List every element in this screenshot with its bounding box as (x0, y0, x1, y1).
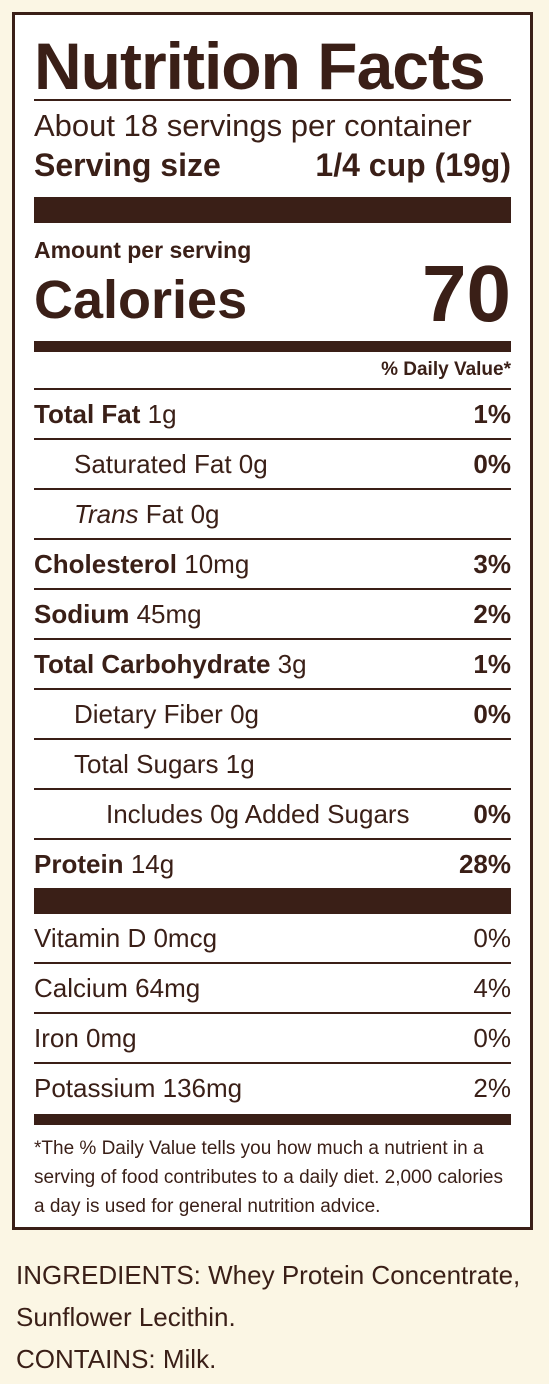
nutrient-name: Trans (74, 498, 139, 529)
serving-size-value: 1/4 cup (19g) (315, 147, 511, 183)
daily-value-header: % Daily Value* (381, 359, 511, 380)
vitamin-name: Vitamin D (34, 922, 147, 953)
vitamin-dv: 0% (473, 1022, 511, 1053)
nutrient-amount: 1g (225, 748, 255, 779)
nutrient-dv: 2% (473, 598, 511, 629)
nutrient-amount: 0g (190, 498, 220, 529)
vitamin-dv: 0% (473, 922, 511, 953)
divider (34, 99, 511, 101)
nutrient-row-added-sugars: Includes 0g Added Sugars 0% (34, 788, 511, 838)
ingredients-line-2: Sunflower Lecithin. (16, 1302, 236, 1332)
nutrient-row-protein: Protein 14g 28% (34, 838, 511, 888)
ingredients-line-1: INGREDIENTS: Whey Protein Concentrate, (16, 1260, 521, 1290)
nutrient-name: Protein (34, 848, 124, 879)
servings-per-container: About 18 servings per container (34, 108, 472, 143)
vitamin-dv: 4% (473, 972, 511, 1003)
daily-value-footnote: *The % Daily Value tells you how much a … (34, 1138, 503, 1217)
vitamin-amount: 136mg (162, 1072, 243, 1103)
vitamin-row-potassium: Potassium 136mg 2% (34, 1062, 511, 1112)
vitamin-row-vitamin-d: Vitamin D 0mcg 0% (34, 914, 511, 962)
nutrient-amount: 10mg (184, 548, 250, 579)
vitamin-row-iron: Iron 0mg 0% (34, 1012, 511, 1062)
nutrient-row-total-carbohydrate: Total Carbohydrate 3g 1% (34, 638, 511, 688)
nutrient-name: Saturated Fat (74, 448, 232, 479)
nutrient-dv: 3% (473, 548, 511, 579)
thick-divider (34, 888, 511, 914)
nutrient-name-rest: Fat (145, 498, 184, 529)
vitamin-amount: 64mg (135, 972, 201, 1003)
nutrition-facts-panel: Nutrition Facts About 18 servings per co… (12, 12, 533, 1230)
vitamin-name: Calcium (34, 972, 128, 1003)
nutrient-row-total-fat: Total Fat 1g 1% (34, 388, 511, 438)
nutrient-name: Total Carbohydrate (34, 648, 271, 679)
nutrient-amount: 0g (230, 698, 259, 729)
vitamin-name: Potassium (34, 1072, 156, 1103)
nutrient-name: Total Sugars (74, 748, 219, 779)
amount-per-serving: Amount per serving (34, 237, 252, 263)
nutrient-dv: 1% (473, 648, 511, 679)
nutrition-facts-content: Nutrition Facts About 18 servings per co… (34, 15, 511, 1221)
medium-divider (34, 341, 511, 352)
nutrient-dv: 28% (458, 848, 511, 879)
vitamin-row-calcium: Calcium 64mg 4% (34, 962, 511, 1012)
nutrient-row-dietary-fiber: Dietary Fiber 0g 0% (34, 688, 511, 738)
vitamin-dv: 2% (473, 1072, 511, 1103)
nutrient-name: Dietary Fiber (74, 698, 223, 729)
nutrient-name: Total Fat (34, 398, 141, 429)
nutrition-facts-title: Nutrition Facts (34, 29, 486, 103)
nutrient-amount: 0g (238, 448, 268, 479)
nutrient-amount: 1g (147, 398, 177, 429)
serving-size-row: Serving size 1/4 cup (19g) (34, 147, 511, 183)
medium-divider (34, 1114, 511, 1125)
nutrient-row-sodium: Sodium 45mg 2% (34, 588, 511, 638)
nutrient-dv: 0% (473, 698, 511, 729)
nutrient-row-total-sugars: Total Sugars 1g (34, 738, 511, 788)
nutrient-dv: 0% (473, 798, 511, 829)
allergen-contains: CONTAINS: Milk. (16, 1344, 217, 1374)
nutrient-name: Includes 0g Added Sugars (106, 798, 410, 829)
calories-label: Calories (34, 270, 248, 330)
nutrient-name: Sodium (34, 598, 130, 629)
serving-size-label: Serving size (34, 147, 221, 183)
thick-divider (34, 197, 511, 223)
nutrient-amount: 3g (277, 648, 307, 679)
nutrient-row-saturated-fat: Saturated Fat 0g 0% (34, 438, 511, 488)
vitamin-amount: 0mcg (153, 922, 218, 953)
nutrient-amount: 14g (130, 848, 175, 879)
vitamin-amount: 0mg (86, 1022, 137, 1053)
ingredients-block: INGREDIENTS: Whey Protein Concentrate, S… (16, 1254, 541, 1380)
nutrient-amount: 45mg (136, 598, 202, 629)
nutrient-dv: 1% (473, 398, 511, 429)
calories-value: 70 (422, 249, 511, 338)
nutrient-row-trans-fat: Trans Fat 0g (34, 488, 511, 538)
calories-row: Calories 70 (34, 249, 511, 338)
nutrient-name: Cholesterol (34, 548, 178, 579)
vitamin-name: Iron (34, 1022, 79, 1053)
nutrient-dv: 0% (473, 448, 511, 479)
nutrient-row-cholesterol: Cholesterol 10mg 3% (34, 538, 511, 588)
